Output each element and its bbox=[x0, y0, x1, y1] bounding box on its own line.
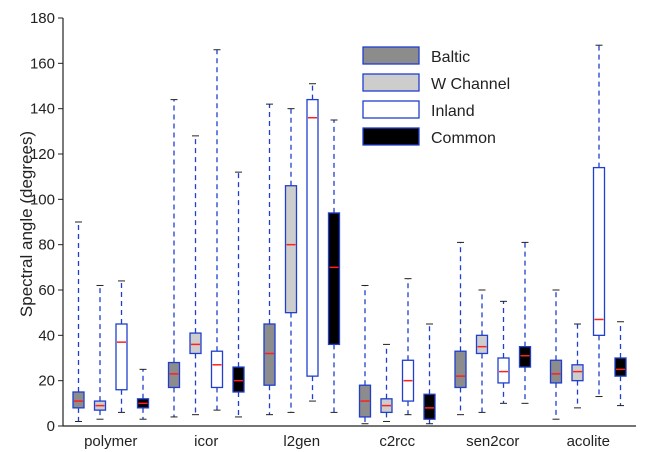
box-c2rcc-common bbox=[423, 323, 436, 425]
box-polymer-inland bbox=[115, 280, 128, 413]
box-acolite-baltic bbox=[549, 289, 563, 420]
legend-swatch bbox=[362, 46, 420, 65]
x-tick-label: sen2cor bbox=[466, 433, 519, 450]
legend-label: Baltic bbox=[431, 49, 470, 66]
legend-label: W Channel bbox=[431, 76, 510, 93]
legend: Baltic W Channel Inland Common bbox=[362, 46, 510, 147]
box-polymer-baltic bbox=[72, 221, 85, 422]
box-body bbox=[497, 357, 510, 384]
y-tick-label: 0 bbox=[47, 418, 55, 435]
boxes bbox=[72, 44, 627, 425]
box-l2gen-common bbox=[327, 119, 341, 413]
box-body bbox=[115, 323, 128, 391]
box-c2rcc-w-channel bbox=[380, 343, 393, 422]
box-c2rcc-baltic bbox=[358, 284, 372, 425]
legend-item-w-channel: W Channel bbox=[362, 73, 510, 93]
box-body bbox=[72, 391, 85, 409]
y-axis-title: Spectral angle (degrees) bbox=[17, 131, 36, 317]
y-tick-label: 140 bbox=[30, 101, 55, 118]
box-body bbox=[210, 350, 224, 389]
y-tick-label: 100 bbox=[30, 191, 55, 208]
box-body bbox=[167, 361, 181, 389]
box-icor-w-channel bbox=[189, 135, 202, 416]
box-icor-inland bbox=[210, 49, 224, 411]
box-l2gen-baltic bbox=[263, 103, 276, 416]
legend-label: Common bbox=[431, 130, 496, 147]
box-acolite-w-channel bbox=[571, 323, 584, 409]
box-body bbox=[592, 166, 606, 336]
box-sen2cor-inland bbox=[497, 300, 510, 404]
box-body bbox=[189, 332, 202, 355]
x-tick-labels: polymer icor l2gen c2rcc sen2cor acolite bbox=[84, 433, 610, 450]
box-body bbox=[327, 212, 341, 346]
box-sen2cor-w-channel bbox=[475, 289, 489, 413]
legend-item-baltic: Baltic bbox=[362, 46, 470, 66]
x-tick-label: polymer bbox=[84, 433, 137, 450]
box-body bbox=[614, 357, 627, 377]
y-tick-label: 160 bbox=[30, 55, 55, 72]
box-body bbox=[306, 98, 319, 377]
box-body bbox=[549, 359, 563, 384]
box-polymer-w-channel bbox=[93, 284, 107, 420]
x-tick-label: icor bbox=[194, 433, 218, 450]
y-tick-labels: 0 20 40 60 80 100 120 140 160 180 bbox=[30, 10, 63, 435]
box-icor-baltic bbox=[167, 99, 181, 418]
x-tick-label: c2rcc bbox=[379, 433, 415, 450]
box-body bbox=[423, 393, 436, 420]
legend-label: Inland bbox=[431, 103, 475, 120]
box-polymer-common bbox=[136, 368, 150, 420]
box-acolite-inland bbox=[592, 44, 606, 398]
box-body bbox=[284, 185, 298, 314]
box-body bbox=[518, 346, 532, 368]
box-body bbox=[454, 350, 467, 389]
legend-swatch bbox=[362, 100, 420, 119]
box-acolite-common bbox=[614, 321, 627, 407]
box-body bbox=[232, 366, 245, 393]
axes bbox=[62, 18, 636, 427]
box-l2gen-inland bbox=[306, 83, 319, 402]
y-tick-label: 60 bbox=[38, 282, 55, 299]
y-tick-label: 80 bbox=[38, 237, 55, 254]
box-icor-common bbox=[232, 171, 245, 418]
box-body bbox=[263, 323, 276, 386]
x-tick-label: acolite bbox=[567, 433, 610, 450]
box-body bbox=[475, 334, 489, 355]
legend-swatch bbox=[362, 73, 420, 92]
legend-item-inland: Inland bbox=[362, 100, 475, 120]
legend-swatch bbox=[362, 127, 420, 146]
y-tick-label: 180 bbox=[30, 10, 55, 27]
legend-item-common: Common bbox=[362, 127, 496, 147]
box-l2gen-w-channel bbox=[284, 108, 298, 413]
box-c2rcc-inland bbox=[401, 278, 415, 416]
y-tick-label: 40 bbox=[38, 327, 55, 344]
box-sen2cor-common bbox=[518, 241, 532, 404]
x-tick-label: l2gen bbox=[283, 433, 320, 450]
box-sen2cor-baltic bbox=[454, 241, 467, 416]
box-body bbox=[571, 364, 584, 382]
y-tick-label: 120 bbox=[30, 146, 55, 163]
y-tick-label: 20 bbox=[38, 373, 55, 390]
